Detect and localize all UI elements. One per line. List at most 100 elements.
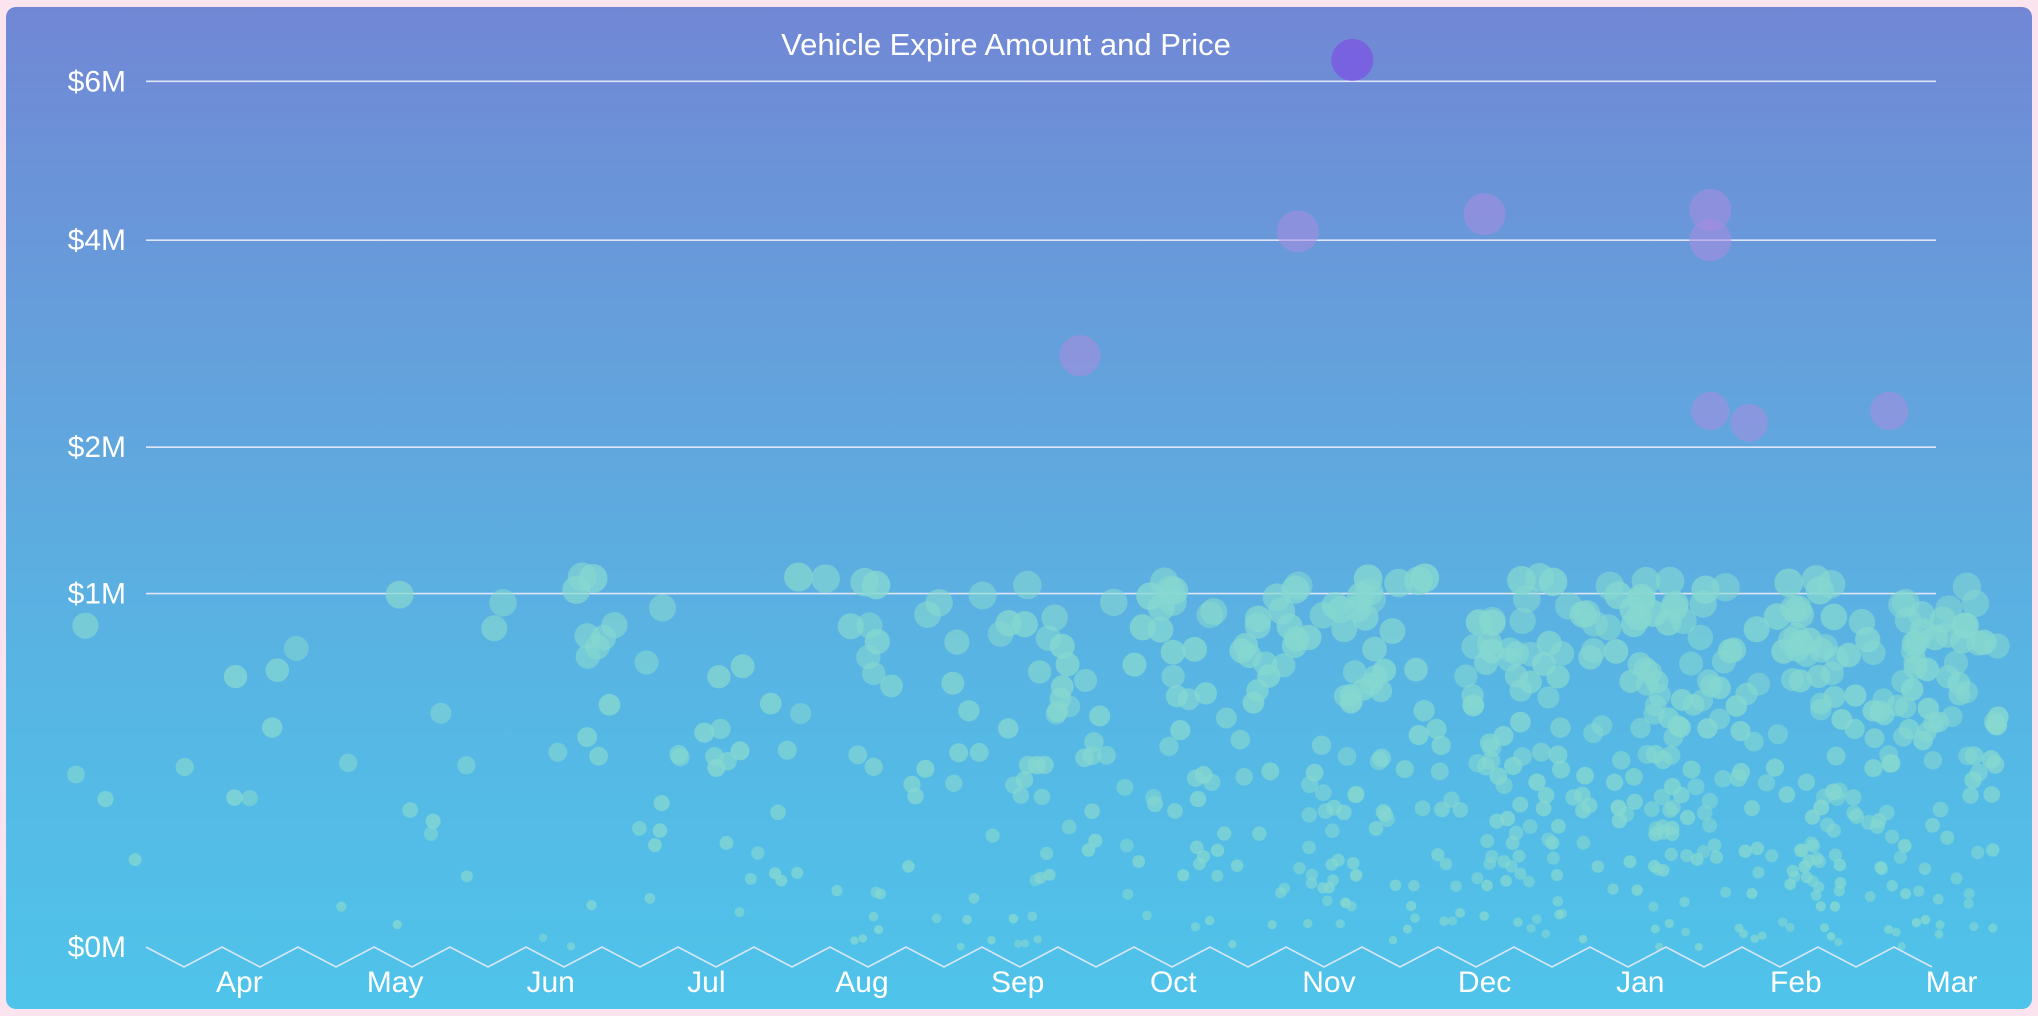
data-point: [1833, 858, 1847, 872]
data-point: [1353, 564, 1383, 594]
data-point: [1389, 879, 1402, 892]
data-point: [1673, 786, 1690, 804]
x-tick-label: Sep: [991, 966, 1044, 999]
data-point: [1897, 838, 1912, 853]
data-point: [1480, 834, 1495, 849]
data-point: [931, 913, 942, 924]
data-point: [1034, 872, 1047, 884]
data-point: [1665, 826, 1680, 842]
data-point: [634, 650, 659, 675]
data-point: [1495, 776, 1513, 795]
data-point: [1431, 735, 1451, 756]
data-point: [1576, 766, 1594, 785]
data-point: [1404, 657, 1428, 682]
data-point: [1658, 707, 1680, 729]
data-point: [1714, 770, 1732, 788]
data-point: [1522, 819, 1538, 834]
data-point: [1953, 612, 1980, 639]
data-point: [1578, 645, 1603, 670]
data-point: [1981, 750, 2001, 769]
data-point: [1664, 847, 1678, 861]
data-point: [1886, 880, 1898, 892]
data-point: [1194, 682, 1218, 705]
data-point: [1084, 803, 1100, 820]
data-point: [265, 658, 290, 683]
data-point: [1189, 840, 1204, 855]
data-point: [1528, 773, 1546, 791]
data-point: [1499, 810, 1516, 827]
data-point: [1878, 804, 1895, 821]
data-point: [777, 740, 797, 760]
data-point: [1646, 744, 1665, 764]
data-point: [1969, 922, 1979, 932]
data-point: [601, 612, 628, 639]
data-point: [481, 615, 508, 642]
data-point: [1230, 729, 1251, 750]
data-point: [1322, 895, 1333, 907]
data-point: [1013, 570, 1042, 600]
data-point: [1778, 786, 1796, 803]
data-point: [1471, 872, 1484, 885]
data-point: [1550, 818, 1566, 834]
data-point: [1235, 767, 1254, 786]
data-points: [67, 38, 2010, 951]
data-point: [1595, 614, 1622, 641]
data-point: [1504, 664, 1529, 688]
data-point: [831, 885, 843, 897]
data-point: [1027, 911, 1038, 922]
y-tick-label: $1M: [68, 578, 126, 611]
data-point: [1465, 609, 1493, 636]
data-point: [694, 722, 715, 743]
x-tick-label: Jun: [527, 966, 575, 999]
data-point: [1650, 924, 1660, 934]
data-point: [1820, 661, 1844, 686]
data-point: [1574, 786, 1591, 804]
data-point: [1662, 802, 1678, 818]
data-point: [759, 692, 782, 715]
data-point: [1315, 784, 1332, 801]
data-point: [1021, 939, 1030, 948]
data-point: [430, 702, 452, 724]
data-point: [1767, 724, 1788, 745]
data-point: [1861, 814, 1877, 830]
data-point: [1325, 858, 1339, 871]
data-point: [1331, 616, 1358, 643]
data-point: [1879, 745, 1899, 765]
data-point: [1988, 923, 1998, 933]
data-point: [1709, 850, 1723, 864]
data-point: [1119, 838, 1134, 853]
data-point: [1497, 855, 1511, 868]
data-point: [1384, 568, 1413, 598]
data-point: [941, 671, 965, 695]
data-point: [1738, 844, 1753, 858]
data-point: [1893, 726, 1914, 747]
data-point: [848, 745, 868, 765]
data-point: [1340, 897, 1351, 908]
data-point: [1744, 731, 1764, 752]
data-point: [1261, 762, 1280, 781]
y-tick-label: $0M: [68, 931, 126, 964]
data-point: [632, 821, 647, 836]
data-point: [1964, 771, 1982, 789]
data-point: [1664, 918, 1675, 929]
data-point: [1711, 573, 1740, 602]
data-point: [1413, 700, 1435, 722]
data-point: [1537, 786, 1555, 804]
data-point: [1271, 653, 1296, 678]
data-point: [1005, 776, 1023, 794]
data-point: [1303, 918, 1313, 929]
data-point: [457, 756, 476, 775]
data-point: [1196, 601, 1224, 629]
data-point: [1757, 931, 1767, 940]
data-point: [968, 581, 997, 610]
data-point: [241, 789, 258, 807]
y-tick-label: $4M: [68, 224, 126, 257]
data-point: [1696, 844, 1711, 859]
data-point: [1828, 848, 1843, 862]
data-point: [1826, 823, 1842, 838]
data-point: [577, 727, 598, 747]
data-point: [589, 746, 608, 766]
data-point: [902, 860, 915, 873]
data-point: [653, 794, 670, 812]
data-point: [1680, 849, 1694, 863]
